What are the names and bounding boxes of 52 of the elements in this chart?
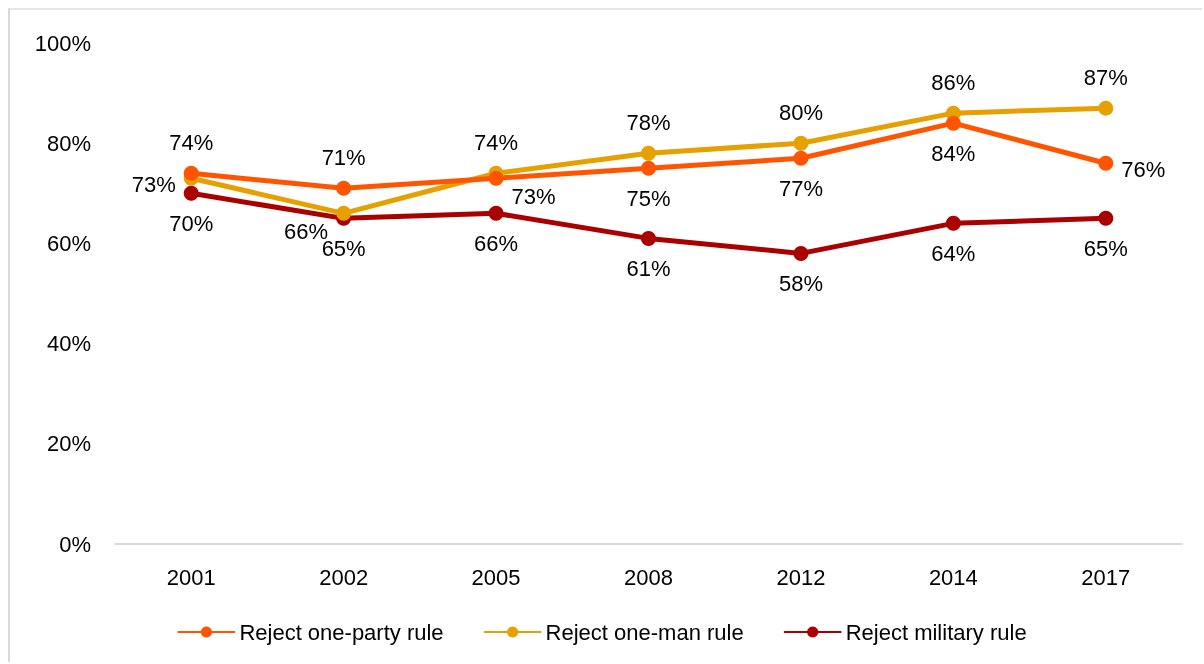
- y-tick-label: 60%: [46, 230, 91, 256]
- point: [336, 180, 352, 196]
- point: [641, 160, 656, 176]
- data-label: 73%: [511, 183, 556, 209]
- data-label: 73%: [131, 171, 176, 197]
- point: [641, 145, 656, 161]
- point: [1098, 100, 1114, 116]
- data-label: 74%: [169, 130, 214, 156]
- x-tick-label: 2002: [319, 564, 369, 590]
- data-label: 84%: [931, 141, 976, 167]
- data-label: 65%: [1083, 236, 1128, 262]
- x-tick-label: 2005: [471, 564, 521, 590]
- data-label: 77%: [778, 176, 823, 202]
- data-label: 66%: [474, 231, 519, 257]
- point: [641, 230, 656, 246]
- legend-label: Reject military rule: [845, 619, 1027, 645]
- data-label: 80%: [778, 100, 823, 126]
- data-label: 58%: [778, 271, 823, 297]
- legend-label: Reject one-man rule: [545, 619, 744, 645]
- data-label: 70%: [169, 211, 214, 237]
- data-label: 76%: [1121, 156, 1166, 182]
- point: [488, 205, 504, 221]
- x-tick-label: 2012: [776, 564, 826, 590]
- legend-label: Reject one-party rule: [239, 619, 444, 645]
- point: [1098, 210, 1114, 226]
- x-tick-label: 2014: [928, 564, 978, 590]
- data-label: 61%: [626, 256, 671, 282]
- data-label: 74%: [474, 130, 519, 156]
- point: [945, 115, 961, 131]
- x-tick-label: 2008: [624, 564, 673, 590]
- point: [1098, 155, 1114, 171]
- point: [336, 205, 352, 221]
- x-tick-label: 2017: [1081, 564, 1131, 590]
- data-label: 75%: [626, 186, 671, 212]
- point: [183, 185, 199, 201]
- y-tick-label: 100%: [34, 30, 91, 56]
- point: [183, 165, 199, 181]
- point: [793, 150, 809, 166]
- y-tick-label: 80%: [46, 130, 91, 156]
- point: [793, 245, 809, 261]
- data-label: 71%: [321, 145, 366, 171]
- y-tick-label: 20%: [46, 431, 91, 457]
- x-tick-label: 2001: [166, 564, 216, 590]
- data-label: 86%: [931, 70, 976, 96]
- y-tick-label: 40%: [46, 331, 91, 357]
- data-label: 78%: [626, 110, 671, 136]
- y-tick-label: 0%: [59, 531, 91, 557]
- data-label: 64%: [931, 241, 976, 267]
- point: [488, 170, 504, 186]
- data-label: 87%: [1083, 65, 1128, 91]
- point: [945, 215, 961, 231]
- point: [793, 135, 809, 151]
